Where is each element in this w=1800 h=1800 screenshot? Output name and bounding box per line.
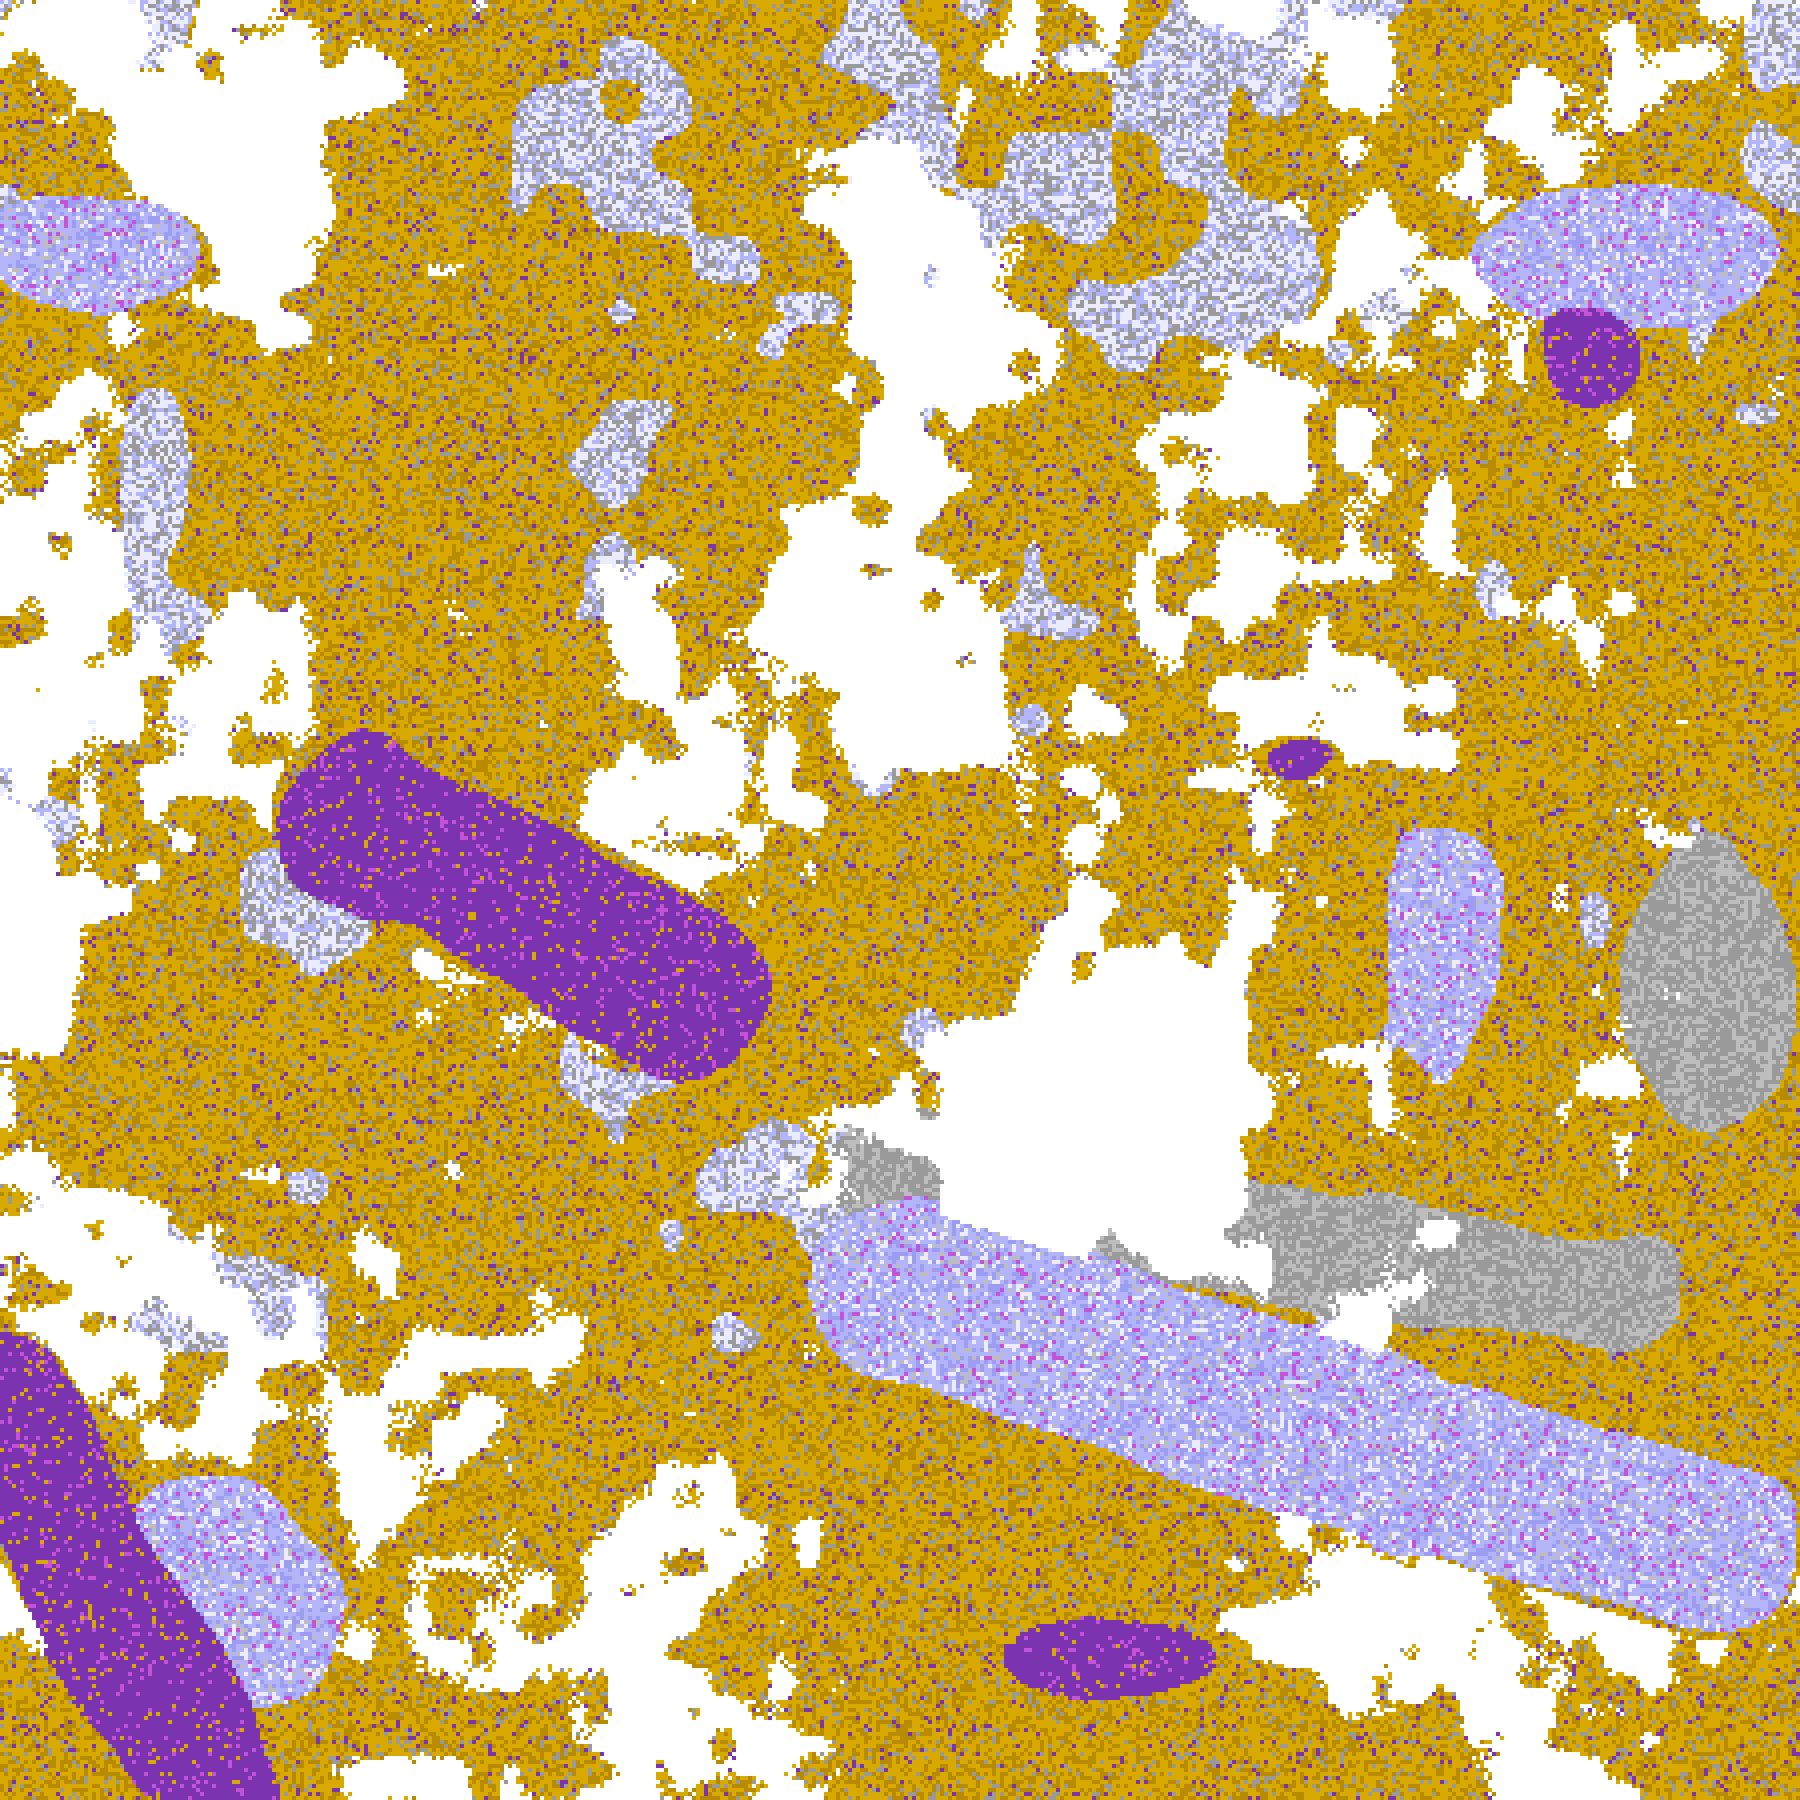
satellite-cloud-classification-map (0, 0, 1800, 1800)
